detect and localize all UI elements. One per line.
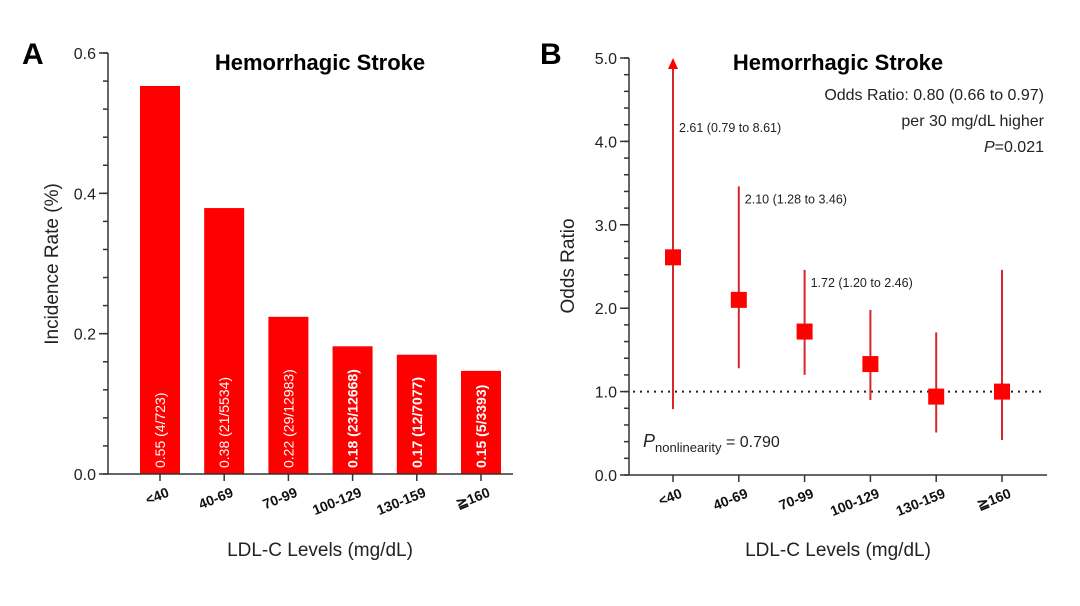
panel-a-x-axis: <40 40-69 70-99 100-129 130-159 ≧160 [108,473,513,518]
panel-b-x-category-label: 70-99 [777,485,816,513]
p-value-number: =0.021 [995,139,1044,156]
panel-a-y-tick-label: 0.2 [74,327,96,344]
panel-b-y-axis: 0.0 1.0 2.0 3.0 4.0 5.0 [595,51,630,485]
panel-b-y-axis-title: Odds Ratio [558,218,579,313]
panel-a-x-category-label: <40 [143,484,171,508]
panel-a-letter: A [22,38,44,71]
panel-a-x-category-label: 100-129 [310,484,364,518]
bar-value-label: 0.38 (21/5534) [216,377,232,468]
panel-b-x-category-label: <40 [656,485,684,509]
odds-ratio-marker-5 [994,383,1010,400]
panel-b-x-category-label: ≧160 [975,485,1014,513]
panel-b-x-axis: <40 40-69 70-99 100-129 130-159 ≧160 [629,474,1047,519]
p-value-annotation: P=0.021 [984,139,1044,156]
ci-label: 2.61 (0.79 to 8.61) [679,121,781,135]
odds-ratio-marker-3 [862,356,879,373]
odds-ratio-marker-2 [796,323,813,340]
per-unit-annotation: per 30 mg/dL higher [901,113,1044,130]
panel-a: A Hemorrhagic Stroke 0.0 0.2 0.4 0.6 0.55 (… [22,38,513,561]
panel-a-x-category-label: ≧160 [454,484,493,512]
bar-value-label: 0.15 (5/3393) [473,385,489,468]
panel-b-x-category-label: 130-159 [894,485,948,519]
p-value-prefix: P [984,139,995,156]
panel-b-x-category-label: 40-69 [711,485,750,513]
panel-a-x-category-label: 70-99 [260,484,299,512]
panel-a-y-tick-label: 0.6 [74,46,96,63]
panel-b-y-tick-label: 5.0 [595,51,617,68]
or-summary-annotation: Odds Ratio: 0.80 (0.66 to 0.97) [824,87,1044,104]
p-nonlin-subscript: nonlinearity [655,440,722,455]
bar-5 [461,370,501,474]
panel-b-x-axis-title: LDL-C Levels (mg/dL) [745,540,931,561]
panel-a-y-tick-label: 0.0 [74,467,96,484]
ci-label: 1.72 (1.20 to 2.46) [811,276,913,290]
bar-value-label: 0.17 (12/7077) [409,377,425,468]
p-nonlin-value: = 0.790 [722,434,780,451]
panel-b-title: Hemorrhagic Stroke [733,50,943,75]
panel-a-bars: 0.55 (4/723) 0.38 (21/5534) 0.22 (29/12983… [140,85,501,474]
panel-b-letter: B [540,38,562,71]
panel-a-x-category-label: 40-69 [196,484,235,512]
panel-a-y-axis: 0.0 0.2 0.4 0.6 [74,46,109,484]
panel-a-title: Hemorrhagic Stroke [215,50,425,75]
p-nonlinearity-annotation: Pnonlinearity = 0.790 [643,431,780,455]
panel-a-y-tick-label: 0.4 [74,186,96,203]
bar-2 [268,316,309,474]
truncation-arrow-icon [668,58,678,69]
bar-value-label: 0.18 (23/12668) [345,369,361,468]
panel-b-y-tick-label: 3.0 [595,218,617,235]
odds-ratio-marker-1 [730,291,747,308]
panel-b-y-tick-label: 2.0 [595,301,617,318]
panel-b: B Hemorrhagic Stroke Odds Ratio: 0.80 (0… [540,38,1047,561]
bar-0 [140,85,180,474]
bar-1 [204,208,245,474]
panel-a-x-category-label: 130-159 [374,484,428,518]
ci-label: 2.10 (1.28 to 3.46) [745,192,847,206]
panel-b-points: 2.61 (0.79 to 8.61) 2.10 (1.28 to 3.46) 1.… [665,58,1010,440]
bar-value-label: 0.55 (4/723) [152,393,168,469]
panel-a-x-axis-title: LDL-C Levels (mg/dL) [227,540,413,561]
bar-4 [396,354,437,474]
odds-ratio-marker-4 [928,388,945,405]
odds-ratio-marker-0 [665,249,681,266]
panel-b-y-tick-label: 1.0 [595,385,617,402]
panel-a-y-axis-title: Incidence Rate (%) [42,183,63,345]
panel-b-y-tick-label: 0.0 [595,468,617,485]
bar-value-label: 0.22 (29/12983) [280,369,296,468]
panel-b-y-tick-label: 4.0 [595,134,617,151]
panel-b-x-category-label: 100-129 [828,485,882,519]
p-nonlin-prefix: P [643,431,655,451]
bar-3 [332,346,373,474]
